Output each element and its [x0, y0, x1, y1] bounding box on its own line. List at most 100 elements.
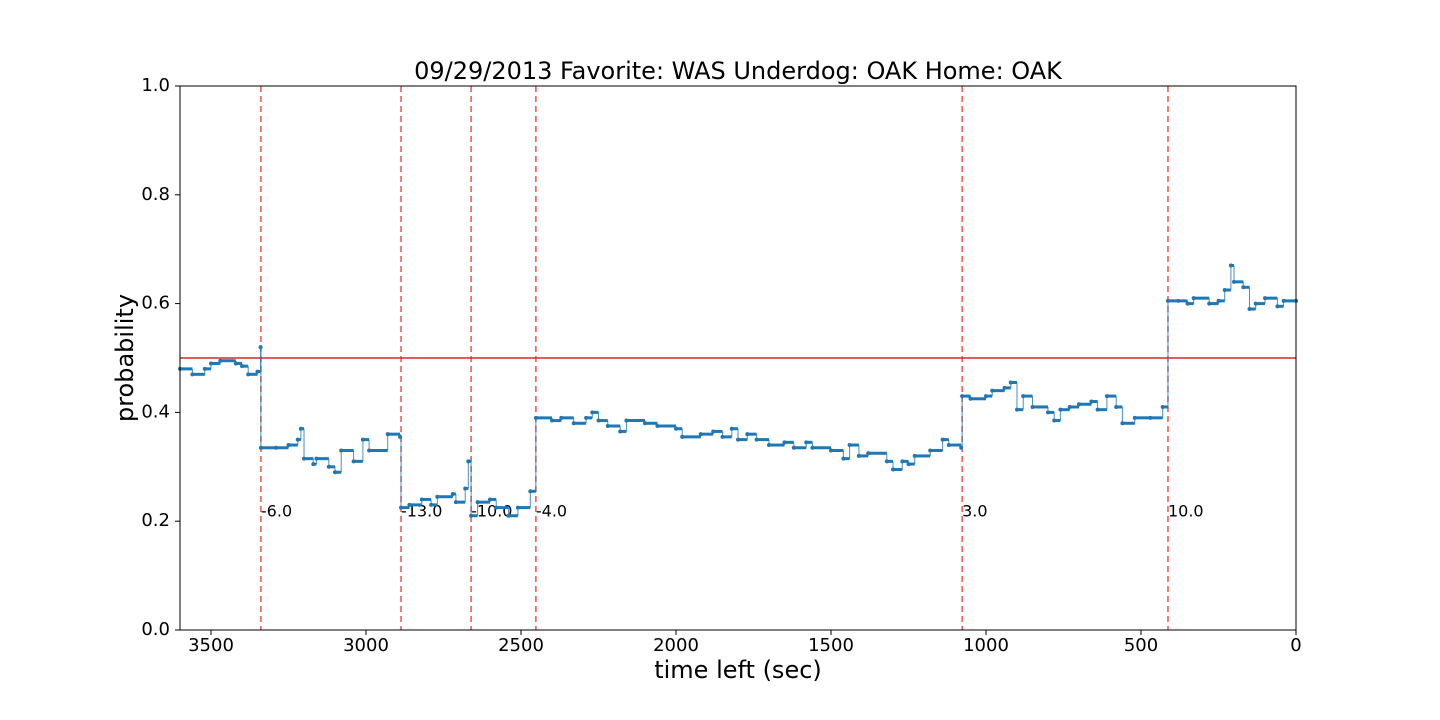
point	[1021, 394, 1026, 399]
chart-title: 09/29/2013 Favorite: WAS Underdog: OAK H…	[414, 57, 1063, 85]
point	[1216, 298, 1221, 303]
point	[1095, 407, 1100, 412]
point	[463, 486, 468, 491]
point	[190, 372, 195, 377]
point	[385, 432, 390, 437]
point	[429, 502, 434, 507]
point	[810, 445, 815, 450]
point	[351, 459, 356, 464]
point	[940, 437, 945, 442]
point	[754, 437, 759, 442]
point	[1120, 421, 1125, 426]
point	[218, 358, 223, 363]
point	[333, 470, 337, 475]
point	[856, 453, 861, 458]
point	[506, 513, 511, 518]
point	[928, 448, 933, 453]
y-tick-label: 1.0	[141, 75, 170, 96]
point	[1241, 285, 1246, 290]
point	[1228, 263, 1233, 268]
point	[1263, 296, 1267, 301]
point	[295, 437, 300, 442]
y-tick-label: 0.6	[141, 293, 170, 314]
point	[246, 372, 251, 377]
point	[711, 429, 716, 434]
x-axis-label: time left (sec)	[654, 656, 822, 684]
point	[1176, 298, 1181, 303]
point	[900, 459, 905, 464]
point	[1191, 296, 1196, 301]
point	[1281, 298, 1286, 303]
point	[209, 361, 213, 366]
y-tick-label: 0.0	[141, 619, 170, 640]
point	[804, 440, 809, 445]
point	[469, 513, 474, 518]
point	[1104, 394, 1109, 399]
point	[314, 456, 319, 461]
point	[255, 369, 260, 374]
point	[515, 505, 520, 510]
point	[1067, 404, 1072, 409]
point	[618, 429, 623, 434]
point	[298, 426, 303, 431]
point	[1185, 301, 1190, 306]
point	[984, 394, 988, 399]
point	[866, 451, 871, 456]
x-tick-label: 0	[1290, 635, 1301, 656]
plot-frame	[179, 85, 1297, 631]
y-tick-label: 0.8	[141, 184, 170, 205]
point	[891, 467, 895, 472]
point	[1089, 399, 1094, 404]
point	[698, 432, 703, 437]
point	[571, 421, 576, 426]
point	[450, 492, 455, 496]
event-label: -10.0	[471, 501, 512, 520]
point	[791, 445, 796, 450]
event-label: -4.0	[536, 501, 567, 520]
point	[533, 415, 538, 420]
x-tick-label: 2000	[653, 635, 699, 656]
point	[528, 489, 533, 494]
point	[847, 443, 852, 448]
point	[475, 500, 480, 505]
point	[782, 440, 787, 445]
y-tick-label: 0.4	[141, 401, 170, 422]
point	[550, 418, 554, 423]
x-tick-label: 500	[1124, 635, 1158, 656]
point	[466, 459, 471, 464]
point	[1008, 380, 1013, 385]
point	[655, 424, 660, 428]
point	[1232, 279, 1236, 284]
x-tick-label: 2500	[498, 635, 544, 656]
point	[1165, 298, 1170, 303]
point	[453, 500, 458, 505]
point	[202, 366, 207, 371]
point	[745, 432, 750, 437]
point	[643, 421, 647, 426]
point	[584, 415, 589, 420]
y-tick-label: 0.2	[141, 510, 170, 531]
point	[1247, 307, 1252, 312]
x-tick-label: 3500	[188, 635, 234, 656]
point	[488, 497, 492, 502]
point	[968, 396, 973, 401]
point	[435, 494, 440, 499]
point	[1077, 402, 1081, 407]
point	[1030, 404, 1035, 409]
point	[258, 445, 263, 450]
point	[736, 437, 740, 442]
point	[1046, 410, 1050, 415]
point	[841, 456, 846, 461]
point	[829, 448, 833, 453]
point	[302, 456, 306, 461]
point	[674, 426, 678, 431]
point	[398, 434, 403, 439]
point	[1253, 301, 1258, 306]
point	[1002, 385, 1007, 390]
point	[1222, 288, 1227, 292]
point	[959, 445, 964, 450]
point	[624, 418, 629, 423]
point	[311, 462, 316, 467]
